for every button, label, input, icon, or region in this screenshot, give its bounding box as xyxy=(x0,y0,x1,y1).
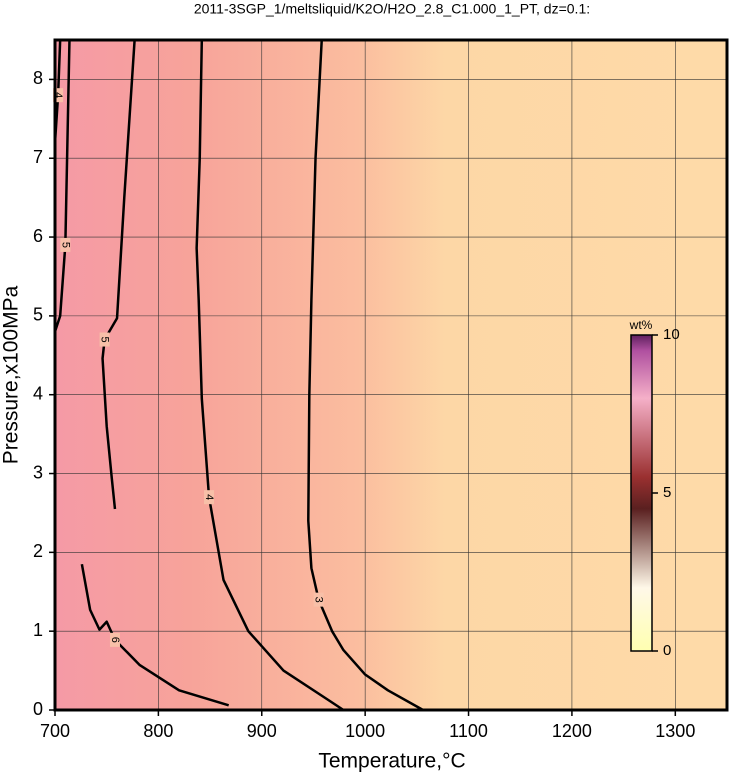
contour-label-bg xyxy=(313,592,324,607)
x-tick-label: 1200 xyxy=(552,721,592,741)
contour-label: 6 xyxy=(109,637,121,643)
plot-frame xyxy=(53,38,729,712)
colorbar-tick-label: 0 xyxy=(663,642,671,659)
colorbar-label: wt% xyxy=(629,318,653,332)
contour-label: 5 xyxy=(59,242,71,248)
plot-layer: 3 4 5 6 5 4 xyxy=(52,39,727,712)
x-tick-label: 900 xyxy=(247,721,277,741)
contour-label-bg xyxy=(60,237,71,252)
y-tick-label: 8 xyxy=(33,68,43,88)
colorbar xyxy=(630,334,653,652)
y-tick-label: 7 xyxy=(33,147,43,167)
y-tick-label: 0 xyxy=(33,699,43,719)
x-tick-label: 1100 xyxy=(449,721,488,741)
x-tick-label: 1000 xyxy=(345,721,385,741)
contour-label: 4 xyxy=(52,92,64,98)
y-tick-label: 4 xyxy=(33,383,43,403)
y-axis-label: Pressure,x100MPa xyxy=(0,285,23,464)
contour-line xyxy=(80,563,230,707)
y-tick-label: 1 xyxy=(33,620,43,640)
contour-label: 5 xyxy=(99,336,111,342)
contour-label: 4 xyxy=(203,494,215,500)
contour-label-bg xyxy=(109,632,120,647)
contour-label: 3 xyxy=(313,597,325,603)
colorbar-tick-label: 5 xyxy=(663,484,671,501)
colorbar-tick-label: 10 xyxy=(663,326,680,343)
contour-label-bg xyxy=(99,332,110,347)
y-tick-label: 2 xyxy=(33,541,43,561)
y-tick-label: 5 xyxy=(33,305,43,325)
x-axis-label: Temperature,°C xyxy=(318,750,465,773)
x-tick-label: 700 xyxy=(40,721,70,741)
plot-background xyxy=(55,40,727,710)
chart-title: 2011-3SGP_1/meltsliquid/K2O/H2O_2.8_C1.0… xyxy=(194,1,590,17)
x-tick-label: 800 xyxy=(143,721,173,741)
y-tick-label: 6 xyxy=(33,226,43,246)
contour-line xyxy=(307,39,424,712)
x-tick-label: 1300 xyxy=(655,721,695,741)
contour-label-bg xyxy=(53,88,64,103)
y-tick-label: 3 xyxy=(33,462,43,482)
contour-label-bg xyxy=(204,490,215,505)
